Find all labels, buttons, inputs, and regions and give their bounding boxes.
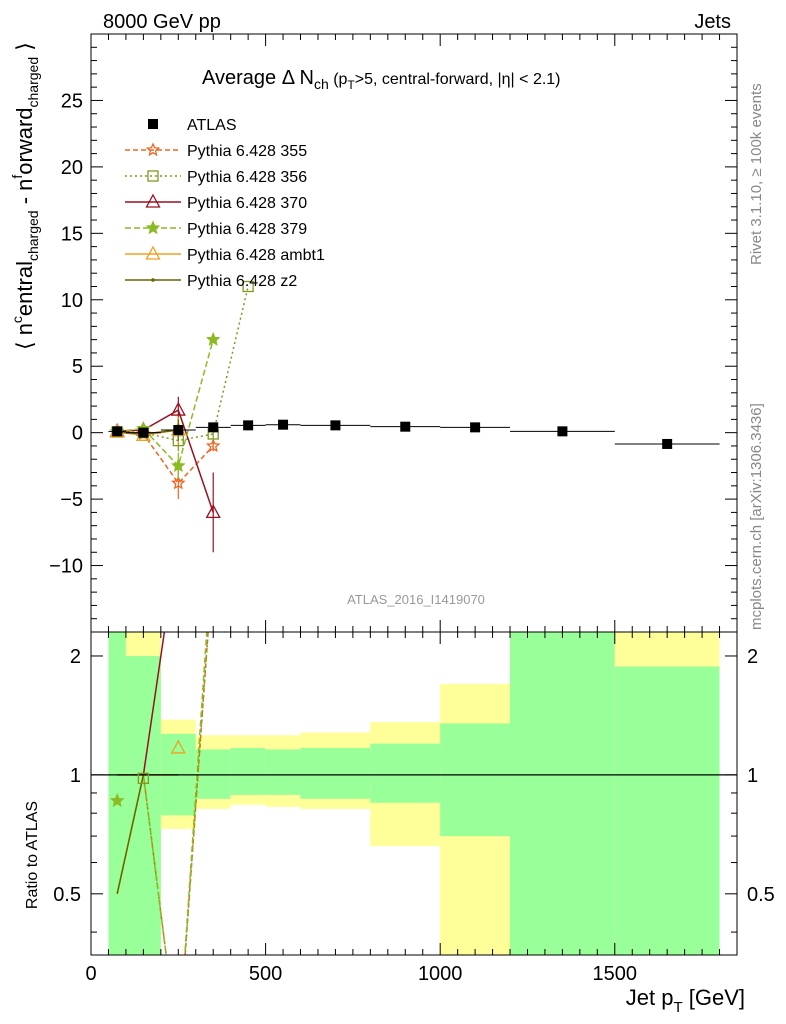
header-left: 8000 GeV pp [103,11,221,33]
main-ytick-label: −5 [60,489,83,511]
legend-marker-3 [145,220,161,235]
main-series [109,280,254,553]
svg-text:Average Δ Nch (pT>5, central-f: Average Δ Nch (pT>5, central-forward, |η… [202,67,561,92]
mcplots-label: mcplots.cern.ch [arXiv:1306.3436] [748,403,765,630]
series-point-0-3 [205,438,221,453]
ratio-marker-2 [170,739,186,754]
series-line-0 [117,430,214,485]
legend-atlas-marker [148,119,158,129]
data-point-8 [470,422,481,433]
data-point-1 [138,427,149,438]
legend-marker-4 [145,245,161,260]
main-ytick-label: 10 [61,290,83,312]
ratio-band-green-5 [265,749,301,795]
data-point-4 [243,420,254,431]
xtick-label: 500 [249,963,282,985]
legend-marker-0 [145,142,161,157]
data-point-5 [278,419,289,430]
ratio-ytick-label-left: 1 [70,765,81,787]
rivet-label: Rivet 3.1.10, ≥ 100k events [748,83,765,265]
ratio-bands [108,632,720,955]
series-point-3-2 [170,458,186,473]
data-point-0 [112,426,123,437]
legend-marker-1 [147,170,159,182]
header-right: Jets [694,11,731,33]
ratio-marker-1 [109,793,125,807]
xtick-label: 0 [85,963,96,985]
xtick-label: 1500 [593,963,638,985]
legend-marker-2 [145,193,161,208]
svg-text:Jet pT [GeV]: Jet pT [GeV] [626,985,745,1016]
legend-label-2: Pythia 6.428 370 [187,195,307,212]
axes: −10 −5 0 5 10 15 20 25 0 500 1000 1500 0.5 0.5 1 1 2 2 [49,33,775,985]
series-point-2-2 [170,401,186,416]
ratio-band-green-7 [370,743,441,803]
x-axis-label: Jet pT [GeV] [626,985,745,1016]
legend-label-5: Pythia 6.428 z2 [187,273,297,290]
ratio-band-green-10 [614,666,720,955]
ratio-y-label: Ratio to ATLAS [24,801,41,909]
ratio-frame [90,631,738,956]
y-axis-label: ⟨ ncentralcharged - nforwardcharged ⟩ [9,42,41,350]
main-ytick-label: 25 [61,90,83,112]
legend-label-1: Pythia 6.428 356 [187,169,307,186]
ratio-band-green-1 [125,655,161,955]
data-point-2 [173,425,184,436]
series-line-1 [117,286,249,442]
ratio-ytick-label-right: 2 [747,646,758,668]
main-ytick-label: 5 [72,356,83,378]
series-point-2-3 [205,504,221,519]
data-points [108,419,720,449]
watermark: ATLAS_2016_I1419070 [347,592,485,607]
data-point-6 [330,420,341,431]
ratio-band-green-3 [195,749,231,799]
legend-label-3: Pythia 6.428 379 [187,221,307,238]
ratio-marker-0 [137,772,150,785]
legend-label-4: Pythia 6.428 ambt1 [187,247,325,264]
ratio-band-green-9 [510,632,615,955]
legend-label-0: Pythia 6.428 355 [187,143,307,160]
legend-marker-5 [151,278,155,282]
main-ytick-label: 20 [61,157,83,179]
series-line-3 [117,339,214,468]
chart-title: Average Δ Nch (pT>5, central-forward, |η… [202,67,561,92]
series-point-0-2 [170,475,186,490]
main-ytick-label: 15 [61,223,83,245]
series-point-1-4 [242,280,254,293]
main-ytick-label: 0 [72,423,83,445]
ratio-ytick-label-right: 1 [747,765,758,787]
data-point-9 [557,426,568,437]
legend-atlas-label: ATLAS [187,117,237,134]
svg-text:⟨ ncentralcharged - nforwardch: ⟨ ncentralcharged - nforwardcharged ⟩ [9,42,41,350]
ratio-band-green-8 [440,723,511,837]
legend: ATLAS Pythia 6.428 355 Pythia 6.428 356 Pyt… [125,117,325,290]
ratio-band-green-6 [300,747,371,799]
series-point-3-3 [205,331,221,346]
ratio-ytick-label-right: 0.5 [747,884,775,906]
ratio-lines [91,632,737,955]
data-point-7 [400,421,411,432]
main-ytick-label: −10 [49,556,83,578]
ratio-band-green-4 [230,747,266,795]
ratio-ytick-label-left: 0.5 [53,884,81,906]
ratio-ytick-label-left: 2 [70,646,81,668]
data-point-3 [208,422,219,433]
xtick-label: 1000 [418,963,463,985]
data-point-10 [662,438,673,449]
